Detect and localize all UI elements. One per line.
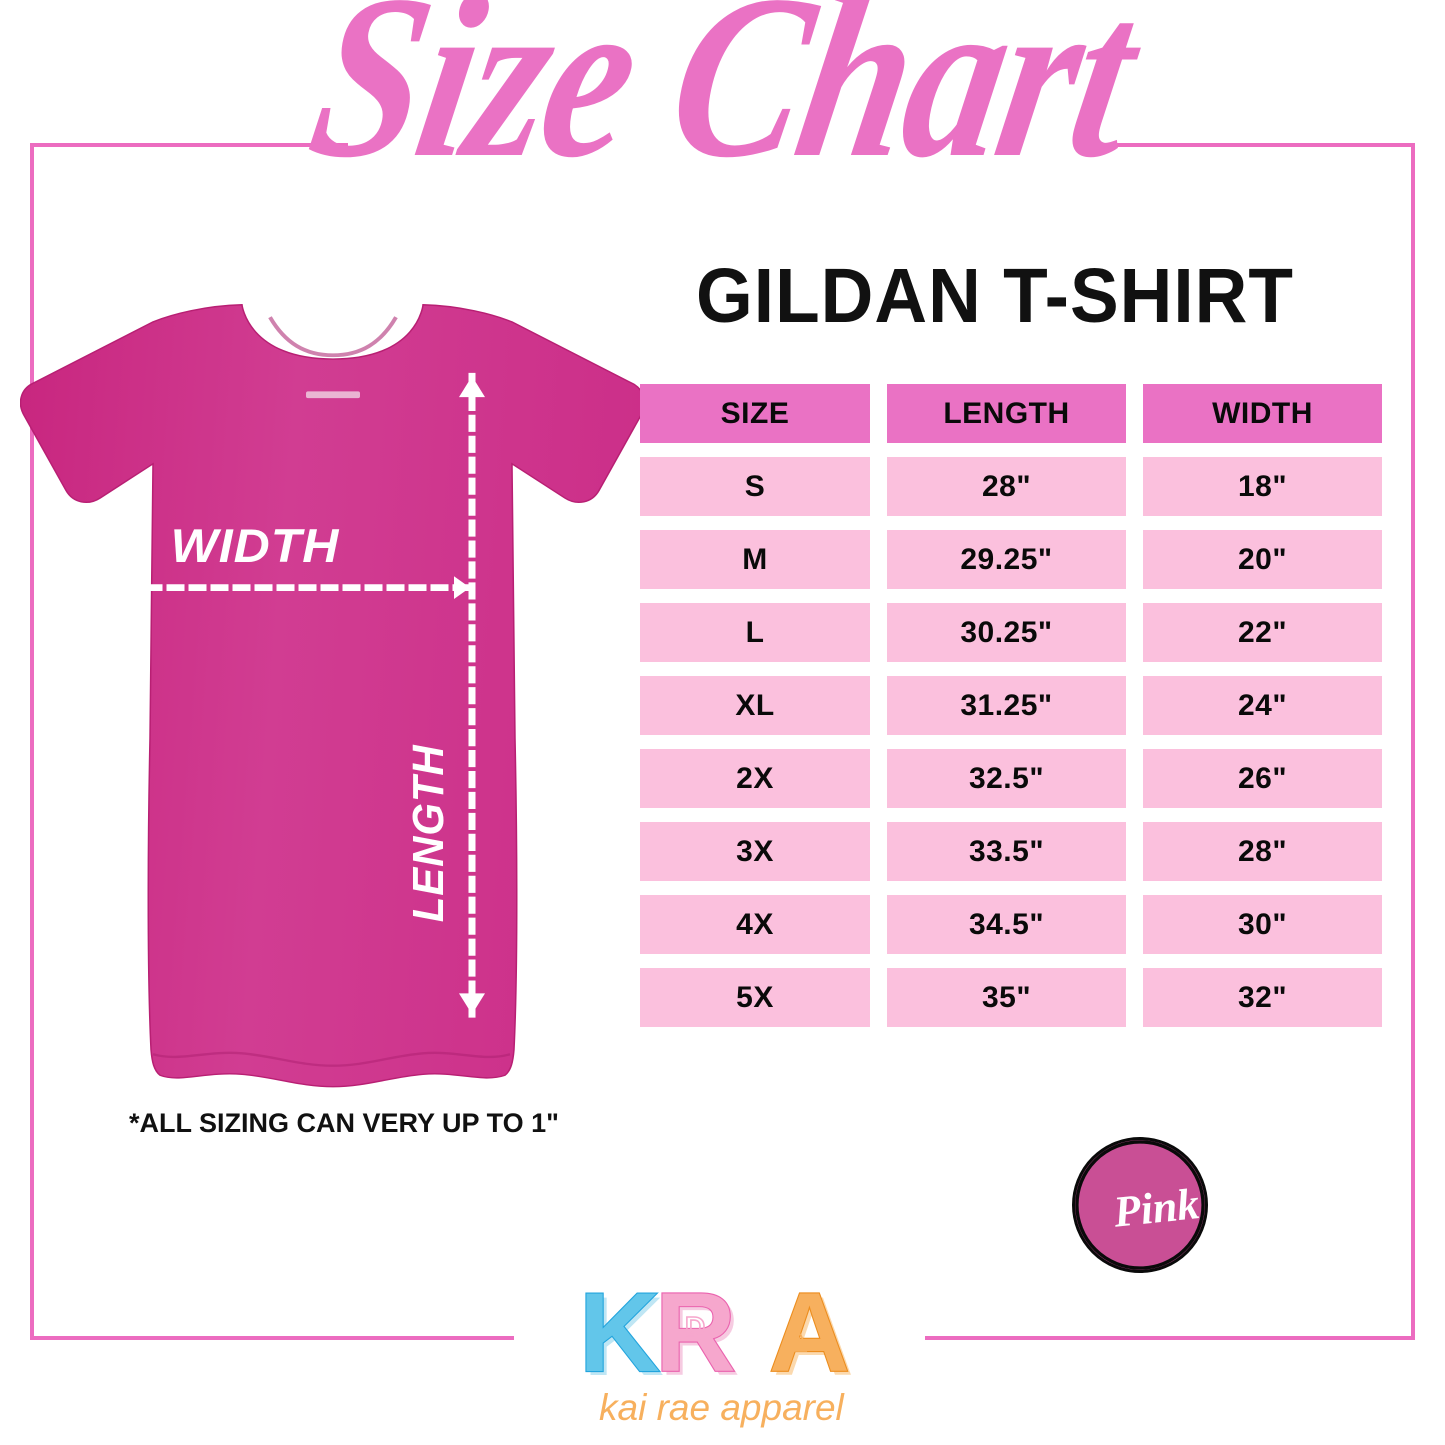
- svg-text:WIDTH: WIDTH: [171, 520, 341, 573]
- svg-text:Δ: Δ: [790, 1330, 807, 1357]
- svg-text:K: K: [579, 1278, 659, 1395]
- svg-text:D: D: [685, 1311, 705, 1342]
- svg-text:Pink: Pink: [1110, 1179, 1201, 1237]
- svg-text:LENGTH: LENGTH: [404, 744, 453, 922]
- svg-text:kai rae apparel: kai rae apparel: [599, 1387, 846, 1428]
- svg-text:A: A: [769, 1278, 847, 1395]
